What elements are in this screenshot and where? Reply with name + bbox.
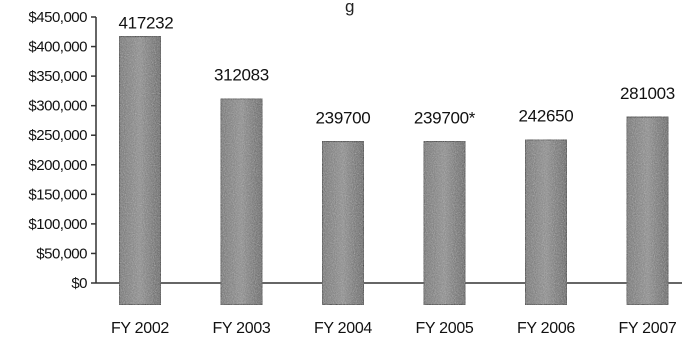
chart-title-fragment: g [345, 0, 354, 16]
x-tick-label: FY 2006 [517, 320, 575, 337]
category-labels: FY 2002 FY 2003 FY 2004 FY 2005 FY 2006 FY 20… [111, 320, 677, 337]
y-tick-label: $100,000 [28, 216, 87, 233]
data-label: 417232 [119, 13, 174, 32]
bar [422, 140, 467, 306]
bar [118, 35, 162, 306]
y-tick-label: $450,000 [28, 9, 87, 26]
bar [524, 138, 568, 306]
bars [118, 35, 670, 306]
y-axis: $0 $50,000 $100,000 $150,000 $200,000 $250,00… [28, 9, 97, 292]
data-label: 239700* [414, 108, 476, 127]
data-label: 239700 [316, 108, 371, 127]
y-tick-label: $0 [71, 275, 87, 292]
bar [321, 140, 365, 306]
data-labels: 417232 312083 239700 239700* 242650 281003 [119, 13, 676, 127]
y-tick-label: $250,000 [28, 127, 87, 144]
y-tick-label: $350,000 [28, 68, 87, 85]
y-tick-label: $400,000 [28, 39, 87, 56]
x-tick-label: FY 2007 [618, 320, 676, 337]
y-tick-label: $200,000 [28, 157, 87, 174]
y-tick-label: $150,000 [28, 186, 87, 203]
x-tick-label: FY 2005 [415, 320, 473, 337]
x-tick-label: FY 2003 [212, 320, 270, 337]
data-label: 242650 [519, 107, 574, 126]
bar [625, 116, 670, 306]
x-tick-label: FY 2002 [111, 320, 169, 337]
bar [219, 97, 264, 306]
y-tick-label: $300,000 [28, 98, 87, 115]
y-tick-label: $50,000 [36, 245, 87, 262]
x-tick-label: FY 2004 [314, 320, 372, 337]
data-label: 312083 [214, 66, 269, 85]
data-label: 281003 [620, 84, 675, 103]
